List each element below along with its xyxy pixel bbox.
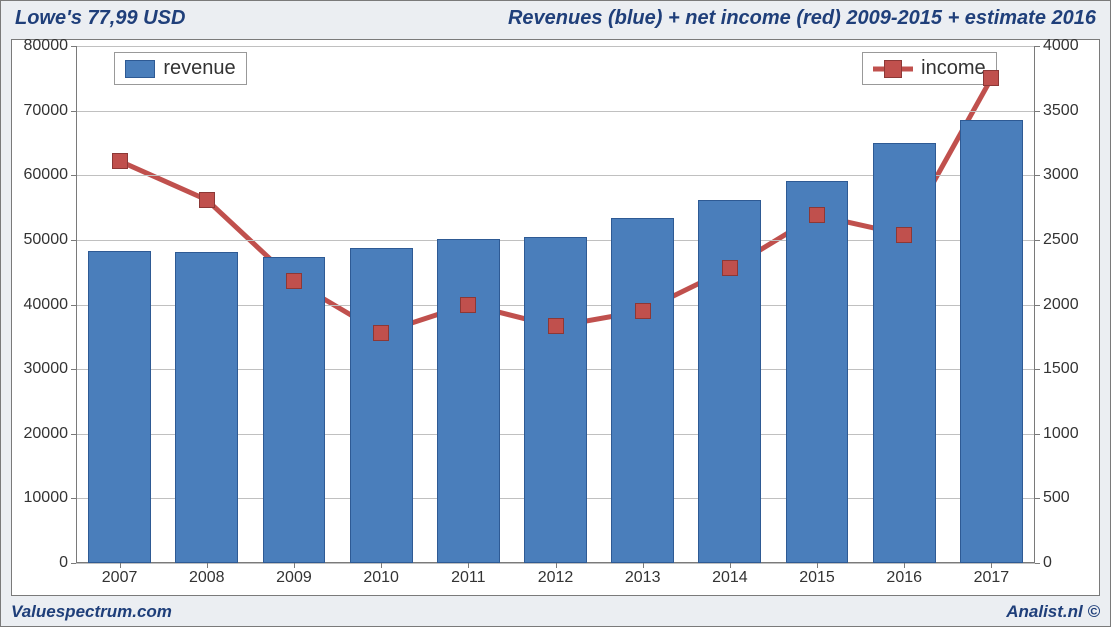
- chart-header: Lowe's 77,99 USD Revenues (blue) + net i…: [1, 1, 1110, 32]
- income-marker: [635, 303, 651, 319]
- revenue-bar: [350, 248, 413, 563]
- revenue-bar: [88, 251, 151, 563]
- legend-revenue-swatch: [125, 60, 155, 78]
- chart-footer: Valuespectrum.com Analist.nl ©: [11, 602, 1100, 622]
- y-right-label: 500: [1035, 489, 1070, 507]
- y-left-label: 80000: [24, 37, 77, 55]
- revenue-bar: [873, 143, 936, 563]
- y-left-label: 60000: [24, 166, 77, 184]
- income-marker: [460, 297, 476, 313]
- revenue-bar: [960, 120, 1023, 563]
- revenue-bar: [437, 239, 500, 563]
- gridline: [76, 46, 1035, 47]
- y-left-label: 10000: [24, 489, 77, 507]
- revenue-bar: [611, 218, 674, 563]
- footer-right: Analist.nl ©: [1006, 602, 1100, 622]
- y-right-label: 3500: [1035, 102, 1079, 120]
- income-marker: [286, 273, 302, 289]
- header-right: Revenues (blue) + net income (red) 2009-…: [508, 7, 1096, 30]
- revenue-bar: [524, 237, 587, 563]
- income-marker: [896, 227, 912, 243]
- revenue-bar: [786, 181, 849, 563]
- y-left-label: 30000: [24, 360, 77, 378]
- y-right-label: 1000: [1035, 425, 1079, 443]
- legend-revenue-label: revenue: [163, 57, 235, 80]
- plot-area-wrap: revenue income 0100002000030000400005000…: [11, 39, 1100, 596]
- y-right-label: 4000: [1035, 37, 1079, 55]
- income-marker: [373, 325, 389, 341]
- revenue-bar: [175, 252, 238, 563]
- legend-income: income: [862, 52, 996, 85]
- y-right-label: 2500: [1035, 231, 1079, 249]
- y-right-label: 1500: [1035, 360, 1079, 378]
- y-left-label: 40000: [24, 296, 77, 314]
- y-right-label: 2000: [1035, 296, 1079, 314]
- income-marker: [809, 207, 825, 223]
- y-left-label: 50000: [24, 231, 77, 249]
- legend-income-swatch: [873, 58, 913, 80]
- plot-area: revenue income 0100002000030000400005000…: [76, 46, 1035, 563]
- revenue-bar: [263, 257, 326, 563]
- y-right-label: 3000: [1035, 166, 1079, 184]
- y-left-label: 20000: [24, 425, 77, 443]
- y-left-label: 70000: [24, 102, 77, 120]
- footer-left: Valuespectrum.com: [11, 602, 172, 622]
- legend-revenue: revenue: [114, 52, 246, 85]
- revenue-bar: [698, 200, 761, 563]
- income-marker: [112, 153, 128, 169]
- income-marker: [548, 318, 564, 334]
- income-marker: [199, 192, 215, 208]
- gridline: [76, 111, 1035, 112]
- legend-income-label: income: [921, 57, 985, 80]
- chart-frame: Lowe's 77,99 USD Revenues (blue) + net i…: [0, 0, 1111, 627]
- income-marker: [983, 70, 999, 86]
- header-left: Lowe's 77,99 USD: [15, 7, 185, 30]
- income-marker: [722, 260, 738, 276]
